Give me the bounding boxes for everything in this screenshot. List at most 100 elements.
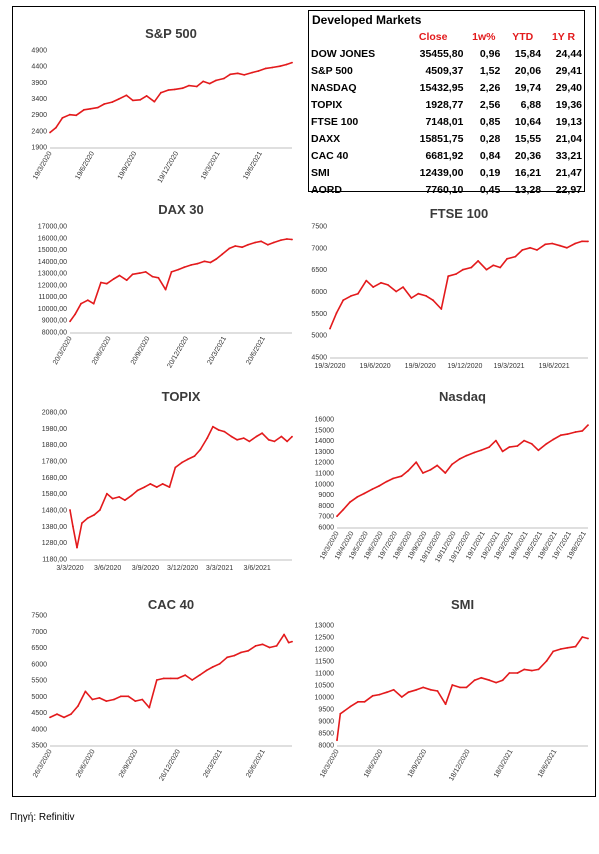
developed-markets-table: Developed Markets Close 1w% YTD 1Y R DOW…	[308, 10, 585, 196]
x-tick-label: 19/6/2020	[360, 363, 391, 370]
chart-svg: TOPIX 1180,00 1280,00 1380,00 1480,00 1580,00…	[42, 389, 293, 572]
data-point	[49, 716, 51, 719]
year-return: 21,47	[555, 166, 582, 179]
data-point	[440, 308, 443, 310]
data-point	[223, 430, 226, 433]
data-point	[120, 695, 122, 698]
table-row: NASDAQ 15432,95 2,26 19,74 29,40	[309, 79, 584, 96]
ytd-change: 15,55	[514, 132, 542, 145]
data-point	[402, 286, 404, 288]
week-change: 0,85	[479, 115, 501, 128]
close-value: 15851,75	[419, 132, 464, 145]
data-point	[186, 458, 189, 461]
y-tick-label: 1580,00	[42, 491, 67, 498]
year-return: 24,44	[555, 47, 582, 60]
data-point	[552, 438, 555, 441]
data-point	[521, 249, 524, 251]
x-tick-label: 3/6/2021	[244, 565, 271, 572]
data-point	[241, 246, 244, 249]
chart-svg: S&P 500 1900 2400 2900 3400 3900 4400 4900 19/3/…	[31, 26, 293, 184]
x-tick-label: 19/12/2020	[157, 150, 181, 184]
data-point	[131, 99, 134, 102]
y-tick-label: 3400	[31, 96, 47, 103]
index-name: AORD	[311, 183, 342, 196]
data-point	[56, 713, 58, 715]
data-point	[395, 290, 398, 293]
chart-title: S&P 500	[145, 26, 197, 41]
y-tick-label: 13000	[315, 449, 335, 456]
week-change: 0,84	[479, 149, 501, 162]
data-point	[552, 650, 555, 653]
chart-title: TOPIX	[162, 389, 201, 404]
y-tick-label: 7000	[31, 629, 47, 636]
table-row: DOW JONES 35455,80 0,96 15,84 24,44	[309, 45, 584, 62]
data-point	[508, 672, 511, 674]
data-point	[188, 84, 190, 87]
x-tick-label: 18/3/2021	[493, 748, 515, 779]
x-tick-label: 19/12/2020	[447, 363, 482, 370]
data-point	[458, 458, 461, 460]
x-tick-label: 19/9/2020	[405, 363, 436, 370]
data-point	[81, 522, 83, 524]
data-point	[111, 497, 114, 500]
y-tick-label: 7500	[31, 613, 47, 620]
data-point	[470, 266, 473, 269]
data-point	[566, 433, 569, 435]
y-tick-label: 10000	[315, 695, 335, 702]
index-name: TOPIX	[311, 98, 343, 111]
data-point	[248, 440, 251, 443]
data-point	[587, 424, 589, 426]
y-tick-label: 13000,00	[38, 271, 67, 278]
data-point	[291, 238, 293, 241]
index-name: DAXX	[311, 132, 341, 145]
data-point	[234, 245, 237, 247]
data-point	[212, 425, 214, 428]
data-point	[236, 72, 239, 75]
data-point	[264, 67, 267, 70]
data-point	[422, 686, 425, 689]
data-point	[415, 688, 418, 691]
x-tick-label: 18/12/2020	[448, 748, 472, 782]
week-change: 0,45	[479, 183, 501, 196]
data-point	[386, 691, 388, 694]
series-line	[49, 633, 293, 719]
data-point	[400, 696, 403, 698]
data-point	[193, 455, 196, 457]
y-tick-label: 1280,00	[42, 540, 67, 547]
data-point	[495, 439, 497, 442]
data-point	[286, 238, 288, 240]
data-point	[429, 468, 432, 471]
data-point	[170, 271, 173, 273]
week-change: 0,19	[479, 166, 501, 179]
data-point	[183, 266, 186, 269]
x-tick-label: 26/9/2020	[118, 748, 140, 779]
y-tick-label: 14000,00	[38, 259, 67, 266]
data-point	[291, 61, 293, 64]
data-point	[495, 681, 497, 684]
series-line	[69, 238, 293, 322]
data-point	[157, 276, 160, 279]
data-point	[181, 87, 184, 90]
header-close: Close	[418, 30, 448, 43]
data-point	[459, 686, 461, 689]
data-point	[385, 480, 388, 483]
data-point	[91, 698, 94, 701]
data-point	[155, 486, 158, 488]
data-point	[371, 694, 374, 697]
data-point	[342, 299, 345, 302]
data-point	[392, 688, 395, 691]
data-point	[164, 288, 167, 291]
data-point	[514, 255, 517, 258]
y-tick-label: 15000	[315, 427, 335, 434]
y-tick-label: 3900	[31, 80, 47, 87]
data-point	[151, 275, 154, 278]
table-header-row: Close 1w% YTD 1Y R	[309, 28, 584, 45]
chart-dax30: DAX 30 8000,00 9000,00 10000,00 11000,00 1200…	[20, 198, 300, 376]
table-title: Developed Markets	[312, 12, 422, 27]
ytd-change: 13,28	[514, 183, 542, 196]
data-point	[363, 492, 366, 495]
y-tick-label: 11000	[315, 471, 334, 478]
data-point	[190, 264, 193, 266]
data-point	[268, 646, 271, 649]
y-tick-label: 7000	[318, 514, 334, 521]
